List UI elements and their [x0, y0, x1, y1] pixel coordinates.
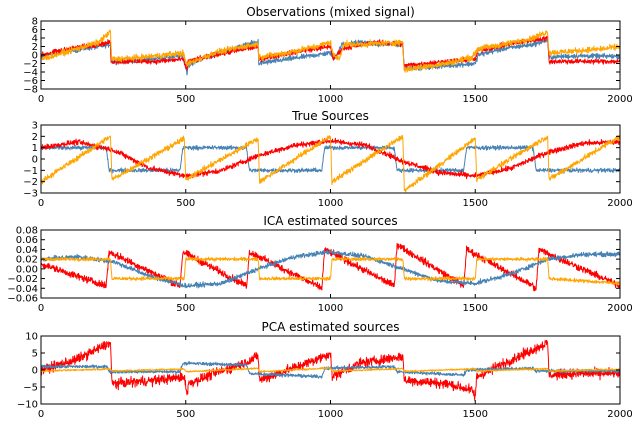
y-tick-label: 4	[32, 34, 38, 45]
x-tick-label: 500	[176, 198, 195, 209]
chart-title: Observations (mixed signal)	[246, 5, 415, 19]
x-tick-label: 2000	[607, 303, 632, 314]
chart-title: True Sources	[291, 109, 369, 123]
y-tick-label: 0.04	[16, 245, 38, 256]
y-tick-label: 0	[32, 366, 38, 377]
x-tick-label: 0	[38, 198, 44, 209]
series-line-1	[41, 340, 620, 401]
y-tick-label: −8	[23, 85, 38, 96]
y-tick-label: 1	[32, 143, 38, 154]
y-tick-label: −0.02	[7, 274, 38, 285]
chart-panel-3: ICA estimated sources 0 500 1000 1500 2000 0.0…	[7, 214, 632, 314]
x-tick-label: 2000	[607, 198, 632, 209]
y-tick-label: −1	[23, 166, 38, 177]
y-tick-label: −10	[17, 400, 38, 411]
x-tick-label: 1000	[318, 409, 343, 420]
x-tick-label: 1000	[318, 303, 343, 314]
y-tick-label: 3	[32, 121, 38, 132]
y-tick-label: 2	[32, 42, 38, 53]
y-tick-label: 0.02	[16, 255, 38, 266]
x-tick-label: 2000	[607, 94, 632, 105]
series-group	[41, 134, 620, 193]
y-tick-label: 0.00	[16, 264, 38, 275]
chart-panel-4: PCA estimated sources 0 500 1000 1500 2000 10 5…	[17, 320, 633, 420]
x-tick-label: 0	[38, 303, 44, 314]
chart-panel-1: Observations (mixed signal) 0 500 1000 1500 2…	[23, 5, 632, 105]
x-tick-label: 2000	[607, 409, 632, 420]
y-tick-label: 10	[25, 332, 38, 343]
x-tick-label: 1500	[463, 303, 488, 314]
x-tick-label: 500	[176, 94, 195, 105]
series-line-1	[41, 242, 620, 292]
x-tick-label: 500	[176, 303, 195, 314]
y-tick-label: −5	[23, 383, 38, 394]
series-line-3	[41, 366, 620, 373]
chart-title: ICA estimated sources	[263, 214, 397, 228]
x-tick-label: 0	[38, 94, 44, 105]
y-tick-label: 0	[32, 155, 38, 166]
x-tick-label: 500	[176, 409, 195, 420]
series-group	[41, 242, 620, 292]
y-tick-label: 0.08	[16, 226, 38, 237]
series-line-3	[41, 134, 620, 193]
y-tick-label: −2	[23, 59, 38, 70]
series-group	[41, 29, 620, 76]
x-tick-label: 1500	[463, 198, 488, 209]
y-tick-label: −0.04	[7, 284, 38, 295]
y-tick-label: 2	[32, 132, 38, 143]
x-tick-label: 1000	[318, 198, 343, 209]
y-tick-label: −6	[23, 76, 38, 87]
y-tick-label: 0.06	[16, 235, 38, 246]
y-tick-label: −0.06	[7, 294, 38, 305]
series-line-3	[41, 256, 620, 286]
series-group	[41, 340, 620, 401]
x-tick-label: 1500	[463, 94, 488, 105]
chart-title: PCA estimated sources	[262, 320, 400, 334]
y-tick-label: 0	[32, 51, 38, 62]
x-tick-label: 1000	[318, 94, 343, 105]
y-tick-label: 8	[32, 17, 38, 28]
y-tick-label: −4	[23, 68, 38, 79]
y-tick-label: 5	[32, 349, 38, 360]
x-tick-label: 0	[38, 409, 44, 420]
y-tick-label: 6	[32, 25, 38, 36]
y-tick-label: −2	[23, 177, 38, 188]
y-tick-label: −3	[23, 189, 38, 200]
series-line-2	[41, 249, 620, 289]
x-tick-label: 1500	[463, 409, 488, 420]
series-line-3	[41, 29, 620, 73]
